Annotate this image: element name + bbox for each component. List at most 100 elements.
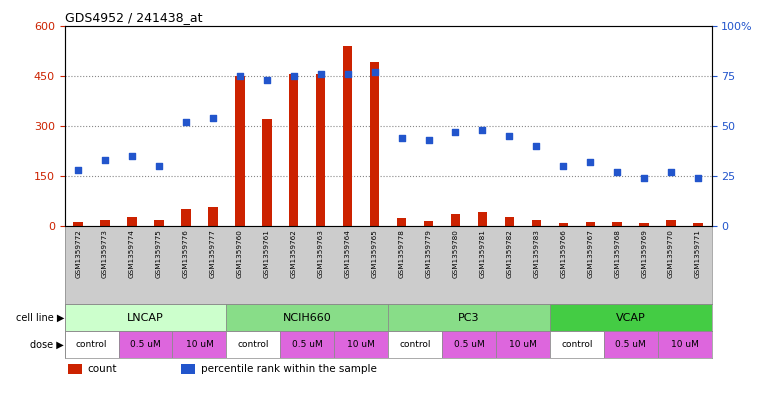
Text: GSM1359772: GSM1359772 (75, 230, 81, 278)
Point (476, 127, 489, 133)
Text: GSM1359782: GSM1359782 (506, 230, 512, 278)
Bar (442, 331, 496, 358)
Bar (100, 220, 110, 226)
Bar (227, 331, 280, 358)
Text: GSM1359778: GSM1359778 (399, 230, 405, 278)
Bar (370, 62, 379, 226)
Bar (68, 364, 82, 375)
Text: GSM1359775: GSM1359775 (156, 230, 162, 278)
Point (72, 166, 84, 173)
Text: GSM1359761: GSM1359761 (264, 230, 270, 278)
Bar (388, 304, 550, 331)
Bar (424, 220, 433, 226)
Point (530, 142, 543, 149)
Text: GSM1359767: GSM1359767 (587, 230, 594, 278)
Text: GSM1359781: GSM1359781 (479, 230, 486, 278)
Point (207, 114, 219, 121)
Point (503, 132, 515, 139)
Bar (280, 331, 334, 358)
Text: GSM1359762: GSM1359762 (291, 230, 297, 278)
Text: count: count (88, 364, 117, 374)
Point (692, 174, 704, 181)
Bar (388, 331, 442, 358)
Point (396, 134, 408, 141)
Bar (550, 331, 603, 358)
Text: GSM1359764: GSM1359764 (345, 230, 351, 278)
Bar (119, 331, 173, 358)
Text: GSM1359766: GSM1359766 (560, 230, 566, 278)
Bar (227, 304, 388, 331)
Text: LNCAP: LNCAP (127, 313, 164, 323)
Text: 0.5 uM: 0.5 uM (130, 340, 161, 349)
Bar (693, 223, 702, 226)
Bar (451, 214, 460, 226)
Text: GSM1359780: GSM1359780 (453, 230, 458, 278)
Bar (639, 223, 649, 226)
Text: 0.5 uM: 0.5 uM (616, 340, 646, 349)
Bar (658, 331, 712, 358)
Point (126, 152, 139, 159)
Bar (496, 331, 550, 358)
Text: percentile rank within the sample: percentile rank within the sample (201, 364, 377, 374)
Bar (289, 74, 298, 226)
Text: VCAP: VCAP (616, 313, 645, 323)
Point (153, 162, 165, 169)
Bar (613, 222, 622, 226)
Text: GSM1359776: GSM1359776 (183, 230, 189, 278)
Bar (603, 331, 658, 358)
Text: control: control (561, 340, 593, 349)
Text: dose ▶: dose ▶ (30, 340, 64, 350)
Text: control: control (237, 340, 269, 349)
Point (342, 70, 354, 77)
Bar (262, 119, 272, 226)
Text: GSM1359783: GSM1359783 (533, 230, 540, 278)
Text: GDS4952 / 241438_at: GDS4952 / 241438_at (65, 11, 202, 24)
Bar (65, 304, 227, 331)
Text: GSM1359765: GSM1359765 (371, 230, 377, 278)
Point (638, 174, 650, 181)
Bar (127, 217, 137, 226)
Bar (667, 220, 676, 226)
Text: GSM1359770: GSM1359770 (668, 230, 674, 278)
Point (99, 156, 111, 163)
Bar (154, 220, 164, 226)
Text: 10 uM: 10 uM (347, 340, 375, 349)
Point (665, 168, 677, 174)
Point (422, 136, 435, 143)
Text: control: control (400, 340, 431, 349)
Text: control: control (76, 340, 107, 349)
Bar (343, 46, 352, 226)
Bar (505, 217, 514, 226)
Bar (397, 218, 406, 226)
Bar (173, 331, 227, 358)
Text: PC3: PC3 (458, 313, 479, 323)
Point (314, 70, 326, 77)
Bar (181, 364, 196, 375)
Bar (181, 209, 191, 226)
Point (611, 168, 623, 174)
Point (180, 118, 192, 125)
Bar (74, 222, 83, 226)
Text: GSM1359779: GSM1359779 (425, 230, 431, 278)
Point (557, 162, 569, 169)
Point (450, 129, 462, 135)
Bar (550, 304, 712, 331)
Bar (65, 331, 119, 358)
Text: 10 uM: 10 uM (670, 340, 699, 349)
Bar (334, 331, 388, 358)
Text: 10 uM: 10 uM (509, 340, 537, 349)
Bar (559, 223, 568, 226)
Text: GSM1359760: GSM1359760 (237, 230, 243, 278)
Text: 10 uM: 10 uM (186, 340, 213, 349)
Text: GSM1359769: GSM1359769 (642, 230, 647, 278)
Text: cell line ▶: cell line ▶ (16, 313, 64, 323)
Text: GSM1359768: GSM1359768 (614, 230, 620, 278)
Text: 0.5 uM: 0.5 uM (454, 340, 484, 349)
Text: GSM1359774: GSM1359774 (129, 230, 135, 278)
Bar (478, 212, 487, 226)
Point (234, 72, 246, 79)
Text: GSM1359771: GSM1359771 (695, 230, 701, 278)
Text: GSM1359777: GSM1359777 (210, 230, 216, 278)
Point (261, 76, 273, 83)
Text: GSM1359773: GSM1359773 (102, 230, 108, 278)
